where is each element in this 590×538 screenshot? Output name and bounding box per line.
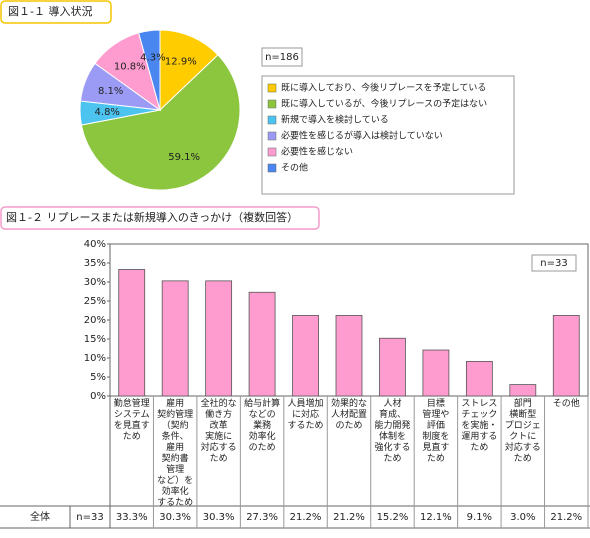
data-label: 4.8% xyxy=(95,107,120,118)
legend-swatch xyxy=(267,115,277,125)
x-tick-label: 給与計算 などの 業務 効率化 のため xyxy=(244,399,281,453)
y-tick-label: 10% xyxy=(84,353,106,364)
legend-label: 既に導入しているが、今後リプレースの予定はない xyxy=(281,98,487,110)
x-tick-label: ストレス チェック を実施・ 運用する ため xyxy=(461,399,498,453)
table-value: 3.0% xyxy=(510,512,535,523)
row-n: n=33 xyxy=(76,512,103,523)
table-value: 12.1% xyxy=(420,512,452,523)
x-tick-label: 人員増加 に対応 するため xyxy=(287,399,324,431)
x-tick-label: 目標 管理や 評価 制度を 見直す ため xyxy=(422,399,450,464)
x-tick-label: 全社的な 働き方 改革 実施に 対応する ため xyxy=(200,399,237,464)
table-value: 30.3% xyxy=(159,512,191,523)
pie-slice xyxy=(159,29,219,112)
x-tick-label: 勤怠管理 システム を見直す ため xyxy=(113,399,150,442)
y-tick-label: 30% xyxy=(84,277,106,288)
bar xyxy=(335,315,363,397)
row-label: 全体 xyxy=(30,510,50,523)
bar xyxy=(248,291,276,397)
legend-swatch xyxy=(267,131,277,141)
legend-swatch xyxy=(267,163,277,173)
bar xyxy=(552,315,580,397)
table-value: 33.3% xyxy=(116,512,148,523)
title-box xyxy=(0,206,320,230)
x-tick-label: 雇用 契約管理 （契約 条件、 雇用 契約書 管理 など）を 効率化 するため xyxy=(157,399,194,508)
legend-swatch xyxy=(267,147,277,157)
legend-label: 必要性を感じない xyxy=(281,146,353,158)
title-box xyxy=(0,0,112,24)
y-tick-label: 20% xyxy=(84,315,106,326)
data-label: 8.1% xyxy=(98,86,123,97)
n-label: n=186 xyxy=(265,52,299,63)
table-value: 9.1% xyxy=(467,512,492,523)
y-tick-label: 15% xyxy=(84,334,106,345)
x-tick-label: 人材 育成、 能力開発 体制を 強化する ため xyxy=(374,399,411,464)
pie-slice xyxy=(80,54,241,191)
y-tick-label: 35% xyxy=(84,258,106,269)
n-label: n=33 xyxy=(540,258,567,269)
legend-label: その他 xyxy=(281,162,308,174)
y-tick-label: 5% xyxy=(90,372,106,383)
table-value: 21.2% xyxy=(333,512,365,523)
n-box xyxy=(531,254,577,272)
y-tick-label: 0% xyxy=(90,391,106,402)
table-value: 30.3% xyxy=(203,512,235,523)
table-value: 15.2% xyxy=(377,512,409,523)
x-tick-label: 部門 横断型 プロジェ クトに 対応する ため xyxy=(504,399,541,464)
x-tick-label: その他 xyxy=(552,399,580,409)
bar xyxy=(422,349,450,397)
legend-label: 必要性を感じるが導入は検討していない xyxy=(281,130,443,142)
y-tick-label: 25% xyxy=(84,296,106,307)
data-label: 10.8% xyxy=(114,62,146,73)
bar xyxy=(509,384,537,397)
chart-title: 図１-２ リプレースまたは新規導入のきっかけ（複数回答） xyxy=(6,210,298,224)
bar xyxy=(205,280,233,397)
bar xyxy=(465,361,493,397)
bar xyxy=(118,269,146,397)
x-tick-label: 効果的な 人材配置 のため xyxy=(330,399,367,431)
pie-slice xyxy=(138,29,161,111)
bar xyxy=(292,315,319,397)
y-tick-label: 40% xyxy=(84,239,106,250)
table-value: 21.2% xyxy=(290,512,322,523)
legend-label: 既に導入しており、今後リプレースを予定している xyxy=(281,82,486,94)
legend-swatch xyxy=(267,83,277,93)
table-value: 27.3% xyxy=(246,512,278,523)
bar xyxy=(161,280,189,397)
legend-box xyxy=(261,75,515,195)
chart-title: 図１-１ 導入状況 xyxy=(8,4,92,18)
data-label: 4.3% xyxy=(140,53,165,64)
legend-swatch xyxy=(267,99,277,109)
bar xyxy=(379,337,406,397)
data-label: 59.1% xyxy=(168,152,200,163)
data-label: 12.9% xyxy=(165,56,197,67)
legend-label: 新規で導入を検討している xyxy=(281,114,389,126)
table-value: 21.2% xyxy=(550,512,582,523)
n-box xyxy=(261,47,303,67)
